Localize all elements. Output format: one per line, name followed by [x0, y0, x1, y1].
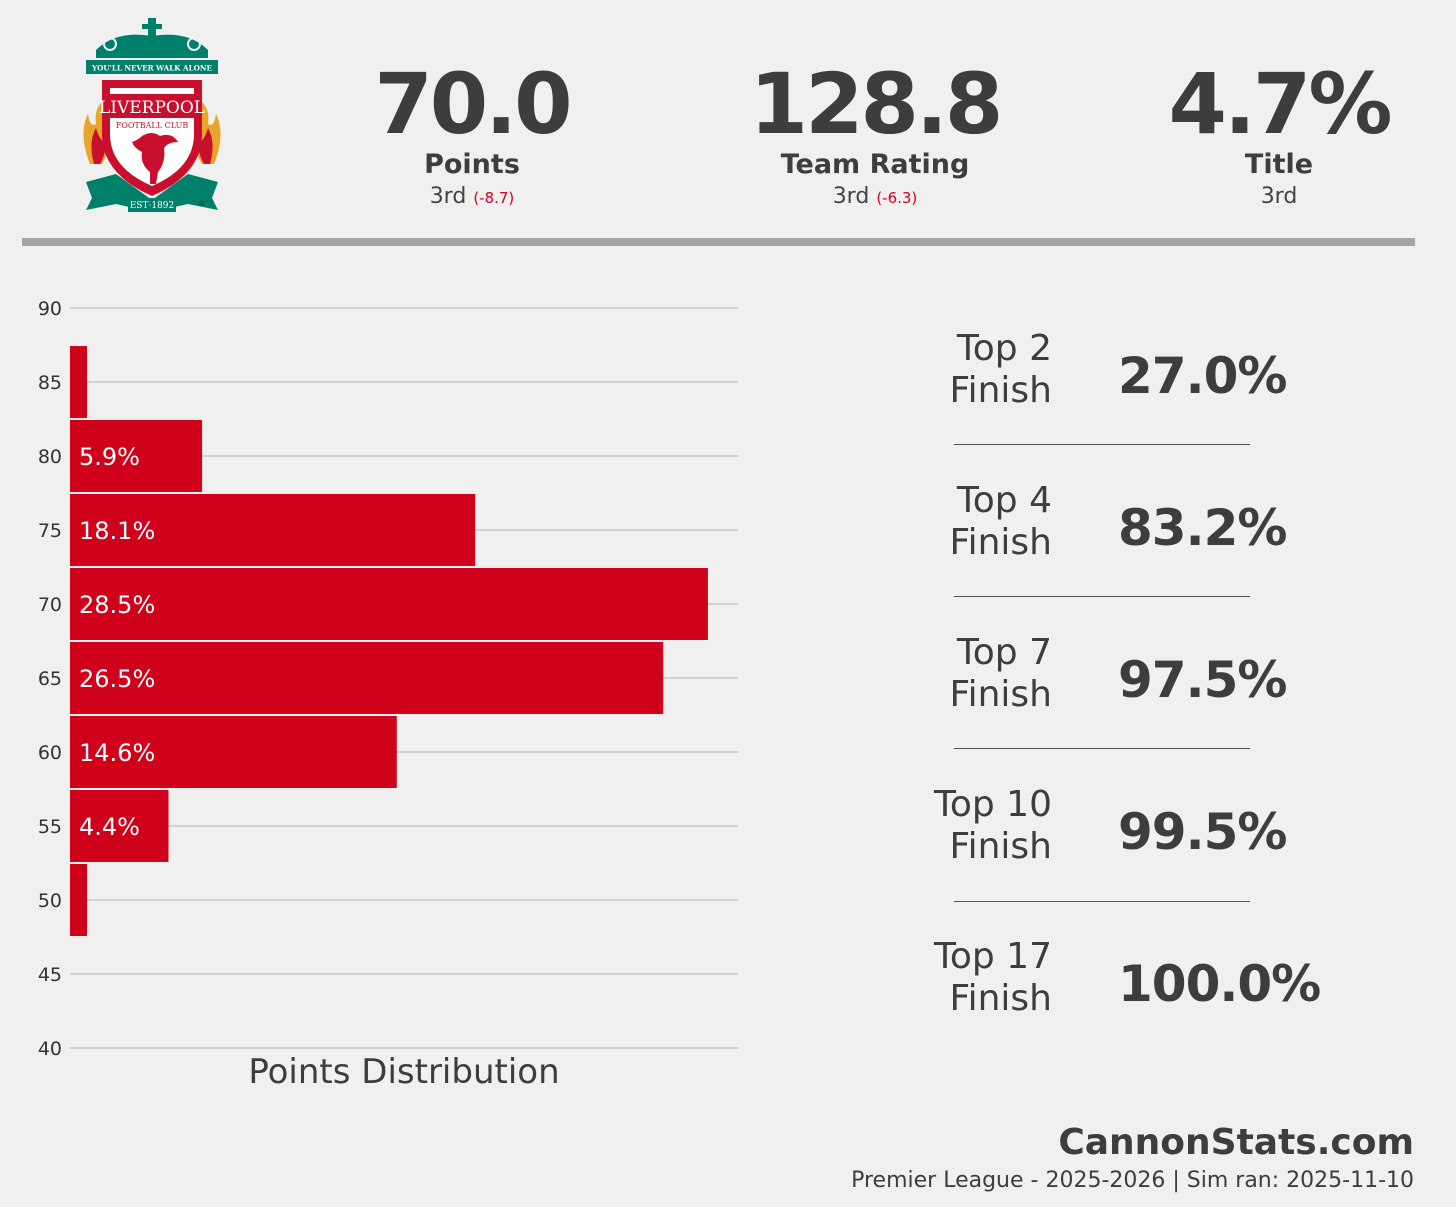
y-tick-label: 75 [38, 520, 62, 542]
crest-est: EST·1892 [130, 201, 175, 211]
bar-data-label: 28.5% [79, 591, 155, 619]
finish-separator [954, 748, 1250, 749]
crest-registered-mark: ® [198, 200, 205, 208]
points-value: 70.0 [374, 55, 572, 153]
finish-separator [954, 596, 1250, 597]
points-distribution-chart: 90 85 80 75 70 65 60 55 50 45 40 5.9% 18.1% 28.5% 26.5… [38, 298, 738, 1060]
points-rank: 3rd (-8.7) [429, 184, 515, 209]
crest-name: LIVERPOOL [99, 98, 205, 118]
finish-separator [954, 901, 1250, 902]
finish-row-top-4: Top 4 Finish 83.2% [900, 480, 1360, 590]
y-tick-label: 70 [38, 594, 62, 616]
y-tick-label: 50 [38, 890, 62, 912]
finish-row-top-10: Top 10 Finish 99.5% [900, 784, 1360, 894]
finish-value: 97.5% [1118, 651, 1287, 709]
bar-data-label: 14.6% [79, 739, 155, 767]
finish-value: 27.0% [1118, 347, 1287, 405]
title-rank: 3rd [1260, 184, 1298, 209]
histogram-bar [70, 494, 476, 566]
finish-separator [954, 444, 1250, 445]
finish-value: 100.0% [1118, 955, 1321, 1013]
histogram-bar [70, 346, 87, 418]
y-tick-label: 40 [38, 1038, 62, 1060]
chart-x-axis-title: Points Distribution [248, 1052, 560, 1092]
finish-value: 99.5% [1118, 803, 1287, 861]
histogram-bar [70, 642, 664, 714]
points-label: Points [424, 149, 520, 180]
bar-data-label: 26.5% [79, 665, 155, 693]
finish-label: Top 7 Finish [949, 632, 1052, 715]
points-stat: 70.0 Points 3rd (-8.7) [307, 58, 637, 215]
team-rating-value: 128.8 [749, 55, 1004, 153]
crest-motto: YOU'LL NEVER WALK ALONE [91, 64, 213, 73]
finish-row-top-7: Top 7 Finish 97.5% [900, 632, 1360, 742]
team-rating-stat: 128.8 Team Rating 3rd (-6.3) [710, 58, 1040, 215]
finish-label: Top 4 Finish [949, 480, 1052, 563]
finish-label: Top 17 Finish [933, 936, 1052, 1019]
y-tick-label: 80 [38, 446, 62, 468]
y-tick-label: 45 [38, 964, 62, 986]
y-tick-label: 90 [38, 298, 62, 320]
team-rating-label: Team Rating [780, 149, 970, 180]
finish-row-top-17: Top 17 Finish 100.0% [900, 936, 1360, 1046]
histogram-bar [70, 420, 203, 492]
header-divider [22, 238, 1415, 246]
histogram-bar [70, 568, 708, 640]
finish-row-top-2: Top 2 Finish 27.0% [900, 328, 1360, 438]
histogram-bar [70, 864, 87, 936]
title-value: 4.7% [1168, 55, 1393, 153]
y-tick-label: 85 [38, 372, 62, 394]
bar-data-label: 18.1% [79, 517, 155, 545]
bar-data-label: 5.9% [79, 443, 140, 471]
bar-data-label: 4.4% [79, 813, 140, 841]
brand-name: CannonStats.com [1058, 1122, 1414, 1163]
team-rating-delta: (-6.3) [876, 189, 918, 207]
y-tick-label: 60 [38, 742, 62, 764]
finish-label: Top 2 Finish [949, 328, 1052, 411]
finish-value: 83.2% [1118, 499, 1287, 557]
title-stat: 4.7% Title 3rd [1114, 58, 1444, 214]
title-label: Title [1244, 149, 1314, 180]
y-tick-label: 65 [38, 668, 62, 690]
histogram-bar [70, 716, 397, 788]
footer-info: Premier League - 2025-2026 | Sim ran: 20… [851, 1168, 1414, 1193]
histogram-bar [70, 790, 169, 862]
crest-subtitle: FOOTBALL CLUB [116, 121, 189, 130]
liverpool-crest-logo: YOU'LL NEVER WALK ALONE LIVERPOOL FOOTBA… [83, 18, 221, 212]
team-rating-rank: 3rd (-6.3) [832, 184, 918, 209]
points-delta: (-8.7) [473, 189, 515, 207]
finish-label: Top 10 Finish [933, 784, 1052, 867]
y-tick-label: 55 [38, 816, 62, 838]
